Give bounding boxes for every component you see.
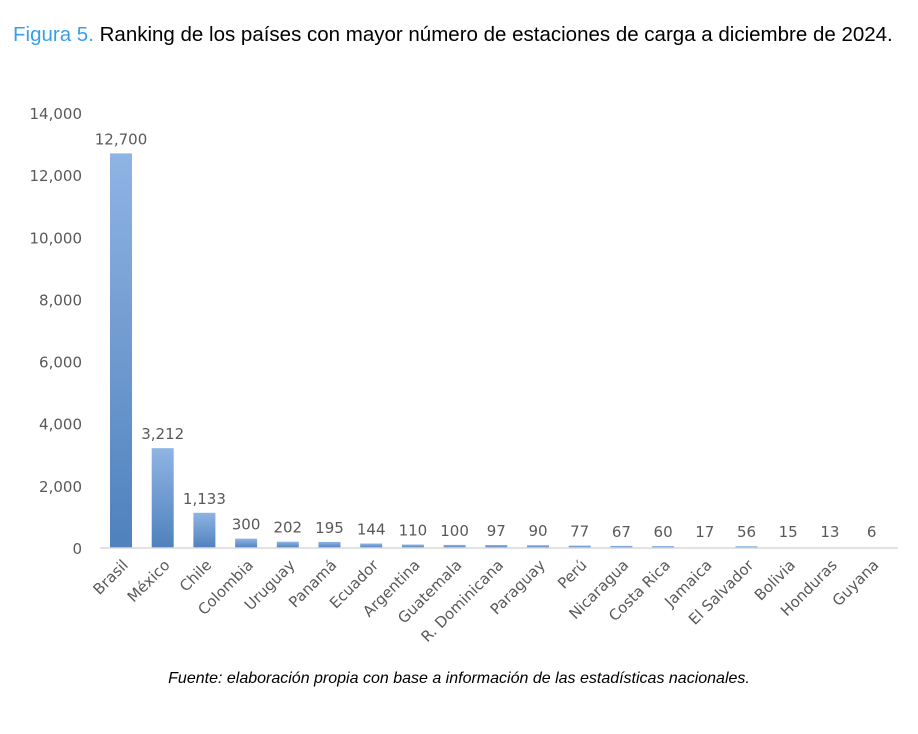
data-label: 195 [315, 519, 344, 537]
figure-title: Ranking de los países con mayor número d… [99, 23, 893, 46]
data-label: 100 [440, 522, 469, 540]
x-tick-label: Chile [176, 556, 215, 595]
data-label: 6 [867, 523, 877, 541]
source-note: Fuente: elaboración propia con base a in… [168, 670, 750, 687]
bar [318, 541, 341, 548]
y-tick-label: 14,000 [30, 105, 83, 123]
data-label: 13 [820, 523, 839, 541]
y-tick-label: 4,000 [39, 416, 82, 434]
y-tick-label: 12,000 [30, 167, 83, 185]
bar [652, 546, 675, 548]
y-tick-label: 8,000 [39, 291, 82, 309]
figure-caption: Figura 5. Ranking de los países con mayo… [13, 22, 903, 47]
y-tick-label: 2,000 [39, 478, 82, 496]
data-label: 67 [612, 523, 631, 541]
bars [110, 153, 883, 549]
y-tick-label: 6,000 [39, 354, 82, 372]
bar [193, 512, 216, 548]
data-label: 90 [528, 522, 547, 540]
x-tick-label: Guyana [829, 556, 883, 610]
x-tick-label: México [124, 556, 174, 606]
x-tick-label: Perú [554, 556, 590, 592]
y-axis: 0 2,000 4,000 6,000 8,000 10,000 12,000 14,000 [30, 105, 83, 558]
data-label: 300 [232, 516, 261, 534]
bar [443, 544, 466, 548]
bar [610, 545, 633, 548]
bar [360, 543, 383, 548]
data-label: 17 [695, 523, 714, 541]
data-label: 144 [357, 521, 386, 539]
data-label: 3,212 [141, 425, 184, 443]
bar [485, 544, 508, 548]
data-label: 60 [654, 523, 673, 541]
data-label: 110 [399, 522, 428, 540]
figure-label: Figura 5. [13, 23, 94, 46]
bar [401, 544, 424, 548]
data-label: 202 [273, 519, 302, 537]
data-labels: 12,700 3,212 1,133 300 202 195 144 110 100 97 90 77… [95, 130, 877, 541]
bar [735, 546, 758, 548]
data-label: 12,700 [95, 130, 148, 148]
data-label: 77 [570, 523, 589, 541]
bar [568, 545, 591, 548]
y-tick-label: 10,000 [30, 229, 83, 247]
data-label: 1,133 [183, 490, 226, 508]
y-tick-label: 0 [72, 540, 82, 558]
bar [276, 541, 299, 548]
data-label: 56 [737, 523, 756, 541]
bar [527, 545, 549, 548]
bar [151, 448, 174, 548]
data-label: 15 [779, 523, 798, 541]
bar [110, 153, 132, 548]
data-label: 97 [487, 522, 506, 540]
bar [235, 538, 258, 548]
